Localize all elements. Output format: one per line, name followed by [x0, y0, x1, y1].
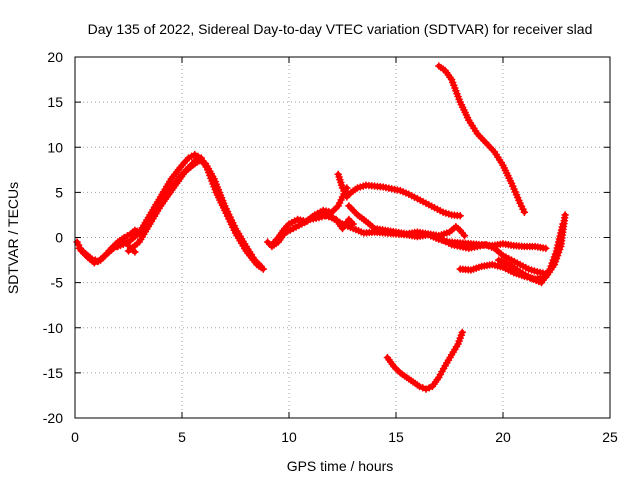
x-tick-label: 20 — [495, 429, 511, 445]
data-point — [455, 337, 463, 345]
data-point — [131, 248, 139, 256]
data-point — [547, 262, 555, 270]
data-series-arc-7 — [268, 184, 351, 249]
data-point — [548, 259, 556, 267]
data-point — [551, 250, 560, 258]
data-point — [445, 210, 453, 218]
y-tick-label: 10 — [47, 139, 63, 155]
data-point — [452, 87, 460, 95]
chart-title: Day 135 of 2022, Sidereal Day-to-day VTE… — [88, 21, 593, 37]
data-series-arc-13 — [494, 220, 567, 287]
data-series-arc-5 — [156, 154, 201, 210]
series-trace — [115, 152, 266, 272]
data-point — [257, 262, 265, 271]
plot-area — [73, 62, 569, 393]
data-point — [542, 244, 550, 253]
x-axis-label: GPS time / hours — [287, 458, 394, 474]
data-point — [356, 183, 365, 191]
data-series-arc-14 — [435, 62, 529, 216]
data-point — [454, 340, 462, 348]
data-point — [527, 266, 536, 274]
x-tick-label: 5 — [178, 429, 186, 445]
series-trace — [335, 171, 463, 219]
data-point — [561, 211, 569, 219]
data-point — [546, 265, 554, 273]
data-series-arc-4 — [124, 157, 265, 271]
y-tick-label: 20 — [47, 49, 63, 65]
data-point — [88, 255, 96, 263]
x-tick-label: 25 — [602, 429, 618, 445]
data-series-arc-8 — [334, 170, 464, 220]
y-tick-label: -20 — [43, 410, 63, 426]
x-tick-label: 10 — [281, 429, 297, 445]
data-point — [91, 256, 100, 264]
data-point — [520, 208, 529, 216]
y-tick-label: 15 — [47, 94, 63, 110]
x-tick-label: 0 — [71, 429, 79, 445]
data-point — [559, 220, 567, 228]
data-point — [549, 256, 558, 264]
axis-ticks: 0 5 10 15 20 25 20 15 10 5 0 -5 -10 -15 -20 — [43, 49, 618, 445]
y-tick-label: -15 — [43, 365, 63, 381]
data-point — [193, 154, 201, 162]
data-point — [550, 253, 559, 261]
x-tick-label: 15 — [388, 429, 404, 445]
data-point — [456, 212, 464, 220]
data-point — [325, 212, 333, 221]
data-series-arc-15 — [383, 328, 467, 393]
data-point — [458, 328, 467, 337]
data-point — [460, 231, 469, 240]
data-series-arc-10 — [319, 211, 550, 253]
y-tick-label: 0 — [55, 230, 63, 246]
y-axis-label: SDTVAR / TECUs — [5, 182, 21, 294]
y-tick-label: -5 — [51, 275, 64, 291]
data-series-arc-2 — [75, 226, 143, 265]
data-point — [442, 209, 450, 217]
data-point — [319, 211, 327, 219]
grid — [75, 57, 610, 418]
y-tick-label: -10 — [43, 320, 63, 336]
data-point — [456, 334, 464, 342]
y-tick-label: 5 — [55, 184, 63, 200]
data-point — [457, 331, 466, 339]
